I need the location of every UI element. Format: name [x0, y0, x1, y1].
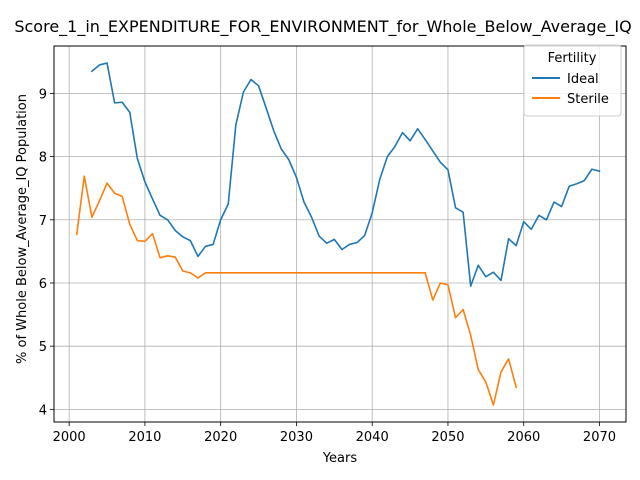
y-tick-label: 9 — [39, 87, 47, 102]
x-tick-label: 2000 — [53, 430, 86, 445]
plot-frame — [53, 45, 627, 423]
x-tick-label: 2040 — [356, 430, 389, 445]
x-tick-label: 2020 — [204, 430, 237, 445]
x-tick-label: 2050 — [431, 430, 464, 445]
series-lines — [75, 62, 601, 406]
y-axis-label: % of Whole Below_Average_IQ Population — [15, 94, 30, 364]
y-tick-label: 8 — [39, 151, 47, 166]
legend-label-ideal: Ideal — [567, 72, 599, 87]
y-tick-label: 4 — [39, 403, 47, 418]
legend: Fertility Ideal Sterile — [523, 44, 622, 117]
y-tick-label: 6 — [39, 277, 47, 292]
y-tick-label: 5 — [39, 340, 47, 355]
x-axis-label: Years — [322, 451, 358, 466]
y-tick-label: 7 — [39, 214, 47, 229]
x-tick-label: 2030 — [280, 430, 313, 445]
x-tick-label: 2070 — [583, 430, 616, 445]
x-tick-label: 2060 — [507, 430, 540, 445]
chart-title: Score_1_in_EXPENDITURE_FOR_ENVIRONMENT_f… — [14, 17, 631, 37]
x-tick-label: 2010 — [128, 430, 161, 445]
legend-label-sterile: Sterile — [567, 92, 609, 107]
series-line-ideal — [90, 62, 601, 287]
series-line-sterile — [75, 175, 518, 406]
legend-title: Fertility — [548, 51, 597, 66]
axis-ticks: 2000 2010 2020 2030 2040 2050 2060 2070 4 5 6 7 8 9 — [39, 87, 616, 445]
